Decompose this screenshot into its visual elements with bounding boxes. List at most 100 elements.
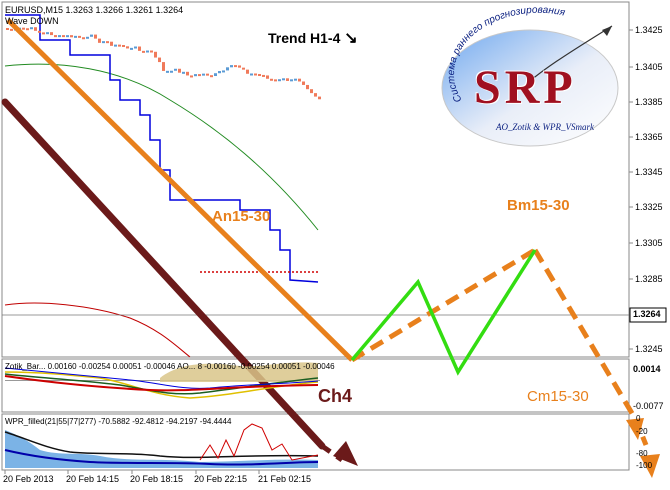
candle (210, 75, 213, 78)
symbol-header: EURUSD,M15 1.3263 1.3266 1.3261 1.3264 (5, 5, 184, 15)
candle (54, 35, 57, 38)
candle (98, 38, 101, 43)
candle (30, 27, 33, 30)
ao-axis-top: 0.0014 (633, 364, 661, 374)
candle (214, 73, 217, 77)
green-moving-average (4, 63, 319, 231)
wpr-axis-0: 0 (636, 414, 641, 423)
blue-step-line (5, 14, 319, 283)
time-tick-label: 21 Feb 02:15 (258, 474, 312, 484)
candle (10, 28, 13, 31)
candle (298, 78, 301, 82)
candle (130, 47, 133, 50)
candle (194, 74, 197, 77)
candle (150, 50, 153, 53)
ch4-label: Ch4 (318, 386, 353, 406)
candle (146, 50, 149, 53)
candle (66, 35, 69, 38)
candle (86, 36, 89, 39)
candle (46, 32, 49, 35)
price-tick-label: 1.3345 (635, 167, 663, 177)
candle (198, 74, 201, 77)
candle (82, 37, 85, 40)
current-price-box (629, 307, 667, 323)
price-tick-label: 1.3385 (635, 97, 663, 107)
cm-orange-dashed-line (532, 248, 639, 422)
candle (6, 28, 9, 30)
candle (106, 41, 109, 44)
candle (162, 62, 165, 71)
wpr-axis-80: -80 (636, 449, 648, 458)
candle (258, 74, 261, 77)
time-axis-ticks (4, 470, 260, 474)
ao-indicator-text: Zotik_Bar... 0.00160 -0.00254 0.00051 -0… (5, 362, 335, 371)
time-tick-label: 20 Feb 22:15 (194, 474, 248, 484)
an-label: An15-30 (212, 208, 271, 225)
candle (42, 32, 45, 35)
candle (230, 65, 233, 68)
trend-label: Trend H1-4 ↘ (268, 28, 358, 48)
candle (114, 44, 117, 47)
candle (238, 65, 241, 68)
candle (166, 70, 169, 73)
current-price-label: 1.3264 (633, 309, 661, 319)
price-axis-ticks (629, 29, 633, 350)
ao-yellow-line (4, 371, 319, 399)
candle (178, 68, 181, 73)
candle (102, 41, 105, 44)
candle (26, 28, 29, 31)
candle (278, 79, 281, 82)
ao-axis-bottom: -0.0077 (633, 401, 664, 411)
trend-label-text: Trend H1-4 (268, 30, 341, 46)
candle (270, 78, 273, 81)
candle (250, 73, 253, 76)
time-tick-label: 20 Feb 18:15 (130, 474, 184, 484)
candle (50, 32, 53, 36)
price-tick-label: 1.3245 (635, 344, 663, 354)
candle (34, 27, 37, 31)
price-tick-label: 1.3365 (635, 132, 663, 142)
candle (174, 68, 177, 71)
candle (74, 35, 77, 38)
wpr-filled-area (5, 430, 318, 468)
candle (314, 93, 317, 97)
wpr-blue-line (4, 449, 319, 466)
an-orange-wave-line (6, 18, 354, 362)
cm-arrow-head (640, 454, 660, 478)
bm-orange-dashed-line (350, 247, 537, 363)
indicator-name: Wave DOWN (5, 16, 59, 26)
candle (318, 96, 321, 100)
candlesticks (6, 27, 321, 100)
price-tick-label: 1.3405 (635, 62, 663, 72)
logo-letters: SRP (474, 61, 577, 114)
wpr-indicator-text: WPR_filled(21|55|77|277) -70.5882 -92.48… (5, 417, 232, 426)
candle (234, 65, 237, 68)
price-tick-label: 1.3285 (635, 274, 663, 284)
candle (70, 35, 73, 38)
logo-trend-arrow (519, 25, 613, 91)
candle (38, 30, 41, 33)
price-tick-label: 1.3325 (635, 202, 663, 212)
candle (154, 51, 157, 58)
candle (294, 78, 297, 81)
candle (22, 27, 25, 30)
trend-down-icon: ↘ (344, 30, 358, 47)
candle (310, 89, 313, 94)
candle (90, 34, 93, 37)
bm-label: Bm15-30 (507, 197, 570, 214)
candle (142, 50, 145, 53)
candle (202, 73, 205, 76)
candle (58, 35, 61, 38)
candle (302, 81, 305, 85)
ao-filled-area (160, 362, 318, 382)
ch4-arrow-head (333, 441, 358, 466)
candle (254, 73, 257, 76)
candle (266, 75, 269, 79)
logo-arrow-head (602, 26, 612, 36)
ao-blue-line (4, 367, 319, 389)
ao-red-line (4, 375, 319, 392)
green-zigzag-forecast (350, 249, 537, 376)
price-tick-label: 1.3305 (635, 238, 663, 248)
